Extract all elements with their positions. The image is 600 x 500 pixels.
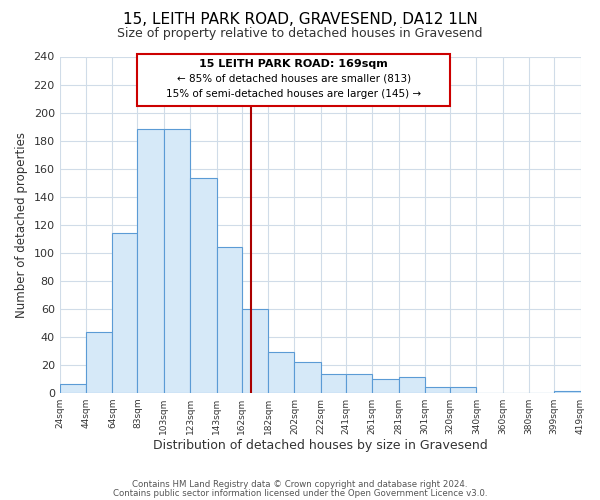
Bar [217,247,242,392]
Bar [450,387,476,392]
Text: 15 LEITH PARK ROAD: 169sqm: 15 LEITH PARK ROAD: 169sqm [199,59,388,69]
Text: 15% of semi-detached houses are larger (145) →: 15% of semi-detached houses are larger (… [166,89,421,99]
X-axis label: Distribution of detached houses by size in Gravesend: Distribution of detached houses by size … [153,440,487,452]
Bar [242,308,268,392]
Bar [372,378,398,392]
Bar [425,387,450,392]
Bar [112,233,137,392]
Bar [59,384,86,392]
Bar [295,362,321,392]
Text: Size of property relative to detached houses in Gravesend: Size of property relative to detached ho… [117,28,483,40]
Bar [86,332,112,392]
Bar [346,374,372,392]
Bar [190,178,217,392]
Bar [164,130,190,392]
Text: Contains HM Land Registry data © Crown copyright and database right 2024.: Contains HM Land Registry data © Crown c… [132,480,468,489]
Text: ← 85% of detached houses are smaller (813): ← 85% of detached houses are smaller (81… [176,74,411,84]
Text: Contains public sector information licensed under the Open Government Licence v3: Contains public sector information licen… [113,488,487,498]
Bar [137,130,164,392]
Y-axis label: Number of detached properties: Number of detached properties [15,132,28,318]
Bar [321,374,346,392]
Bar [268,352,295,393]
FancyBboxPatch shape [137,54,450,106]
Bar [398,378,425,392]
Text: 15, LEITH PARK ROAD, GRAVESEND, DA12 1LN: 15, LEITH PARK ROAD, GRAVESEND, DA12 1LN [122,12,478,28]
